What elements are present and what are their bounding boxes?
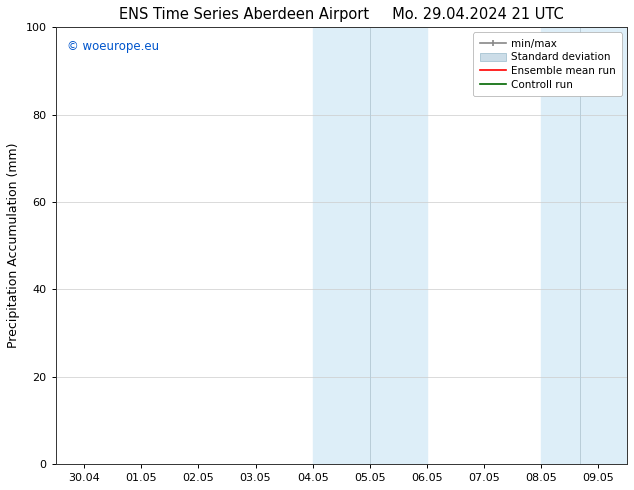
Text: © woeurope.eu: © woeurope.eu	[67, 40, 159, 53]
Bar	[313, 27, 370, 464]
Legend: min/max, Standard deviation, Ensemble mean run, Controll run: min/max, Standard deviation, Ensemble me…	[474, 32, 622, 96]
Bar	[370, 27, 427, 464]
Bar	[541, 27, 579, 464]
Bar	[579, 27, 627, 464]
Y-axis label: Precipitation Accumulation (mm): Precipitation Accumulation (mm)	[7, 143, 20, 348]
Title: ENS Time Series Aberdeen Airport     Mo. 29.04.2024 21 UTC: ENS Time Series Aberdeen Airport Mo. 29.…	[119, 7, 564, 22]
